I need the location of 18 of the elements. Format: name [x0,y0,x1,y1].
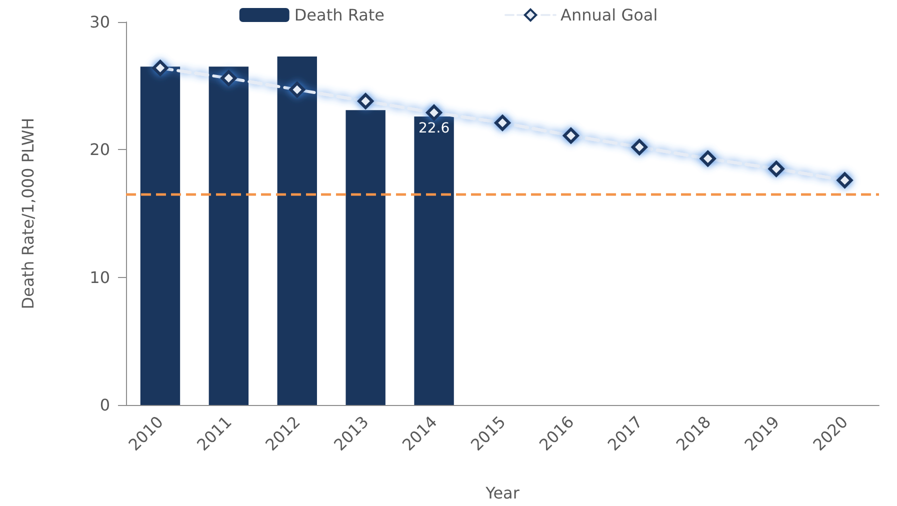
legend-label: Annual Goal [560,6,658,24]
y-tick-label: 20 [90,140,110,160]
point [562,128,579,144]
bar [277,56,317,405]
point [700,150,716,167]
y-tick-label: 10 [90,268,110,287]
x-axis-title: Year [484,484,520,502]
point [768,160,784,177]
y-axis-title: Death Rate/1,000 PLWH [18,118,38,310]
point [358,93,374,110]
legend-label: Death Rate [294,6,385,24]
bar [208,66,249,405]
point [494,114,510,131]
point [836,172,853,188]
y-tick-label: 0 [100,396,110,414]
data-label: 22.6 [418,120,450,136]
point [631,139,648,156]
y-tick-label: 30 [90,12,110,32]
